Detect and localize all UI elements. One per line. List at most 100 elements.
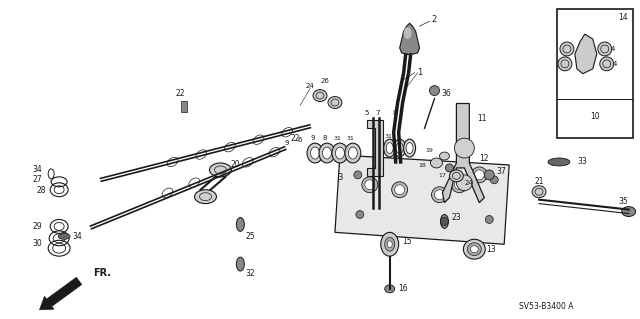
Text: 4: 4: [611, 46, 615, 52]
Ellipse shape: [396, 143, 403, 153]
Text: 27: 27: [33, 175, 42, 184]
Text: 23: 23: [452, 213, 461, 222]
Text: 12: 12: [479, 153, 489, 162]
Circle shape: [558, 57, 572, 71]
Ellipse shape: [440, 214, 449, 228]
Text: 3: 3: [337, 173, 342, 182]
Polygon shape: [575, 34, 596, 74]
Text: 31: 31: [334, 136, 342, 141]
Circle shape: [454, 180, 465, 190]
Ellipse shape: [323, 147, 332, 159]
Ellipse shape: [58, 234, 70, 239]
Ellipse shape: [328, 97, 342, 108]
Ellipse shape: [195, 190, 216, 204]
Text: 24: 24: [465, 180, 474, 186]
Text: 1: 1: [417, 68, 422, 77]
Ellipse shape: [532, 186, 546, 198]
Text: 20: 20: [230, 160, 240, 169]
Text: 37: 37: [497, 167, 506, 176]
Circle shape: [471, 167, 487, 183]
Text: 25: 25: [246, 232, 255, 241]
Circle shape: [362, 177, 378, 193]
Ellipse shape: [236, 218, 244, 231]
Ellipse shape: [463, 239, 485, 259]
Ellipse shape: [406, 143, 413, 153]
Circle shape: [431, 187, 447, 203]
Text: 9: 9: [311, 135, 316, 141]
Circle shape: [440, 218, 449, 226]
Ellipse shape: [307, 143, 323, 163]
Circle shape: [429, 85, 440, 96]
Text: 9: 9: [285, 140, 289, 146]
Circle shape: [600, 57, 614, 71]
Text: 2: 2: [432, 15, 437, 24]
Text: 26: 26: [321, 78, 330, 84]
Text: 34: 34: [33, 166, 42, 174]
Text: 34: 34: [72, 232, 82, 241]
Ellipse shape: [404, 139, 415, 157]
Ellipse shape: [404, 27, 412, 39]
Ellipse shape: [386, 143, 393, 153]
Text: 18: 18: [419, 163, 426, 168]
Text: 31: 31: [385, 134, 392, 139]
Ellipse shape: [548, 158, 570, 166]
Ellipse shape: [310, 147, 319, 159]
Circle shape: [485, 216, 493, 223]
Circle shape: [484, 170, 494, 180]
Circle shape: [560, 42, 574, 56]
Text: 7: 7: [376, 110, 380, 116]
Text: 8: 8: [392, 110, 397, 116]
Ellipse shape: [335, 147, 344, 159]
Bar: [180, 100, 187, 112]
Text: 24: 24: [306, 83, 314, 89]
Ellipse shape: [394, 139, 406, 157]
Text: SV53-B3400 A: SV53-B3400 A: [519, 302, 573, 311]
Circle shape: [354, 171, 362, 179]
Ellipse shape: [319, 143, 335, 163]
Text: 13: 13: [486, 245, 496, 254]
Circle shape: [454, 138, 474, 158]
Ellipse shape: [236, 257, 244, 271]
Circle shape: [365, 180, 375, 190]
Text: 6: 6: [298, 137, 302, 143]
Text: 22: 22: [176, 89, 186, 98]
Circle shape: [356, 211, 364, 219]
Text: 11: 11: [477, 114, 487, 123]
Ellipse shape: [381, 232, 399, 256]
Circle shape: [395, 185, 404, 195]
Circle shape: [451, 177, 467, 193]
Circle shape: [456, 175, 472, 191]
Ellipse shape: [431, 158, 442, 168]
Text: 30: 30: [33, 239, 42, 248]
Circle shape: [474, 170, 484, 180]
Text: 29: 29: [33, 222, 42, 231]
Polygon shape: [399, 23, 420, 55]
Ellipse shape: [440, 152, 449, 160]
Ellipse shape: [385, 285, 395, 293]
Text: 14: 14: [618, 13, 628, 22]
Ellipse shape: [387, 241, 392, 248]
Polygon shape: [367, 120, 383, 176]
Ellipse shape: [449, 170, 463, 182]
Text: 19: 19: [426, 148, 433, 152]
Bar: [557, 9, 632, 138]
Text: 21: 21: [534, 177, 544, 186]
Circle shape: [490, 176, 498, 184]
Text: 5: 5: [365, 110, 369, 116]
Ellipse shape: [345, 143, 361, 163]
Ellipse shape: [313, 90, 327, 101]
Circle shape: [435, 190, 444, 200]
Circle shape: [598, 42, 612, 56]
Text: 22: 22: [291, 134, 300, 143]
Ellipse shape: [621, 207, 636, 217]
Ellipse shape: [467, 243, 481, 256]
Text: 17: 17: [438, 173, 447, 178]
Text: 31: 31: [347, 136, 355, 141]
Text: 36: 36: [442, 89, 451, 98]
Polygon shape: [335, 155, 509, 244]
Text: 8: 8: [323, 135, 327, 141]
Ellipse shape: [332, 143, 348, 163]
Text: 28: 28: [36, 186, 46, 195]
Ellipse shape: [385, 237, 395, 251]
Text: 10: 10: [590, 112, 600, 121]
